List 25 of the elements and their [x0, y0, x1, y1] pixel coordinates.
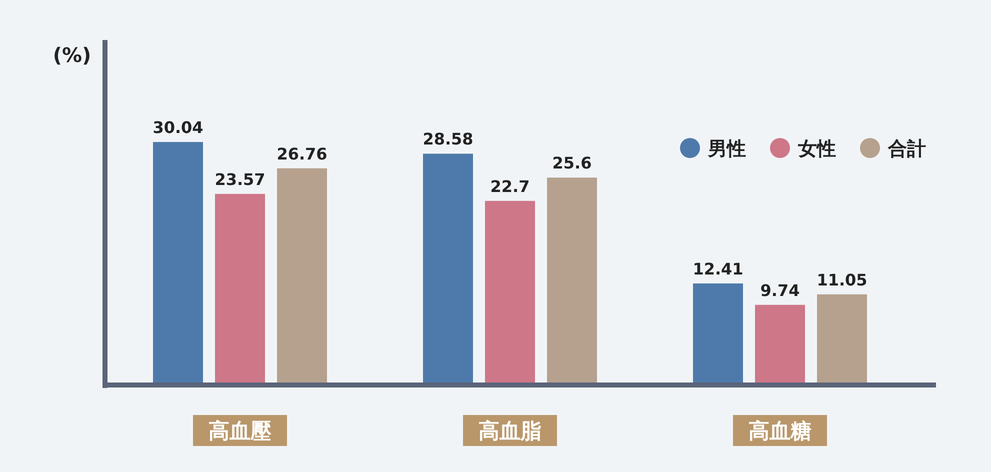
y-axis-title: (%): [52, 43, 92, 67]
x-tick-label: 高血脂: [478, 419, 542, 443]
data-label: 28.58: [422, 130, 474, 149]
x-tick-label: 高血壓: [208, 419, 272, 443]
data-label: 12.41: [692, 259, 744, 278]
x-tick-label: 高血糖: [748, 419, 812, 443]
legend-label: 合計: [887, 138, 926, 160]
data-label: 22.7: [490, 176, 530, 196]
data-label: 30.04: [152, 118, 204, 137]
data-label: 23.57: [214, 170, 266, 189]
bar: [547, 178, 597, 383]
legend-label: 男性: [707, 138, 746, 160]
data-label: 9.74: [760, 280, 800, 300]
bar: [215, 194, 265, 383]
data-label: 11.05: [816, 270, 868, 290]
bar: [755, 304, 805, 383]
bar: [693, 283, 743, 383]
bar: [277, 168, 327, 383]
data-label: 26.76: [276, 144, 328, 164]
legend-label: 女性: [797, 138, 836, 160]
bar: [153, 142, 203, 383]
bar: [423, 154, 473, 383]
data-label: 25.6: [552, 154, 592, 173]
bar: [817, 294, 867, 383]
bar: [485, 200, 535, 383]
